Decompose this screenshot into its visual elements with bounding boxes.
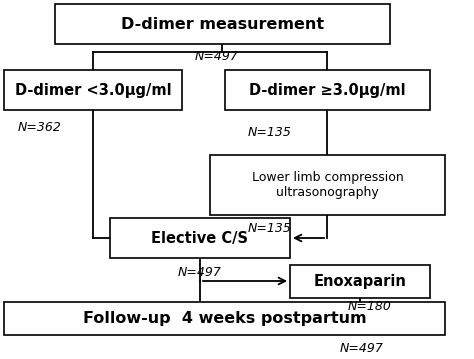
Text: Elective C/S: Elective C/S [152, 230, 248, 246]
Text: N=362: N=362 [18, 121, 62, 135]
FancyBboxPatch shape [225, 70, 430, 110]
FancyBboxPatch shape [55, 4, 390, 44]
Text: N=497: N=497 [340, 341, 384, 354]
FancyBboxPatch shape [4, 302, 445, 335]
Text: Lower limb compression
ultrasonography: Lower limb compression ultrasonography [252, 171, 403, 199]
FancyBboxPatch shape [210, 155, 445, 215]
Text: D-dimer <3.0μg/ml: D-dimer <3.0μg/ml [15, 83, 171, 98]
FancyBboxPatch shape [4, 70, 182, 110]
Text: Follow-up  4 weeks postpartum: Follow-up 4 weeks postpartum [82, 311, 366, 326]
Text: N=135: N=135 [248, 126, 292, 140]
FancyBboxPatch shape [110, 218, 290, 258]
Text: N=180: N=180 [348, 299, 392, 312]
Text: D-dimer measurement: D-dimer measurement [121, 17, 324, 32]
Text: D-dimer ≥3.0μg/ml: D-dimer ≥3.0μg/ml [249, 83, 406, 98]
Text: N=497: N=497 [195, 51, 239, 64]
Text: N=135: N=135 [248, 222, 292, 234]
Text: Enoxaparin: Enoxaparin [314, 274, 406, 289]
FancyBboxPatch shape [290, 265, 430, 298]
Text: N=497: N=497 [178, 266, 222, 279]
